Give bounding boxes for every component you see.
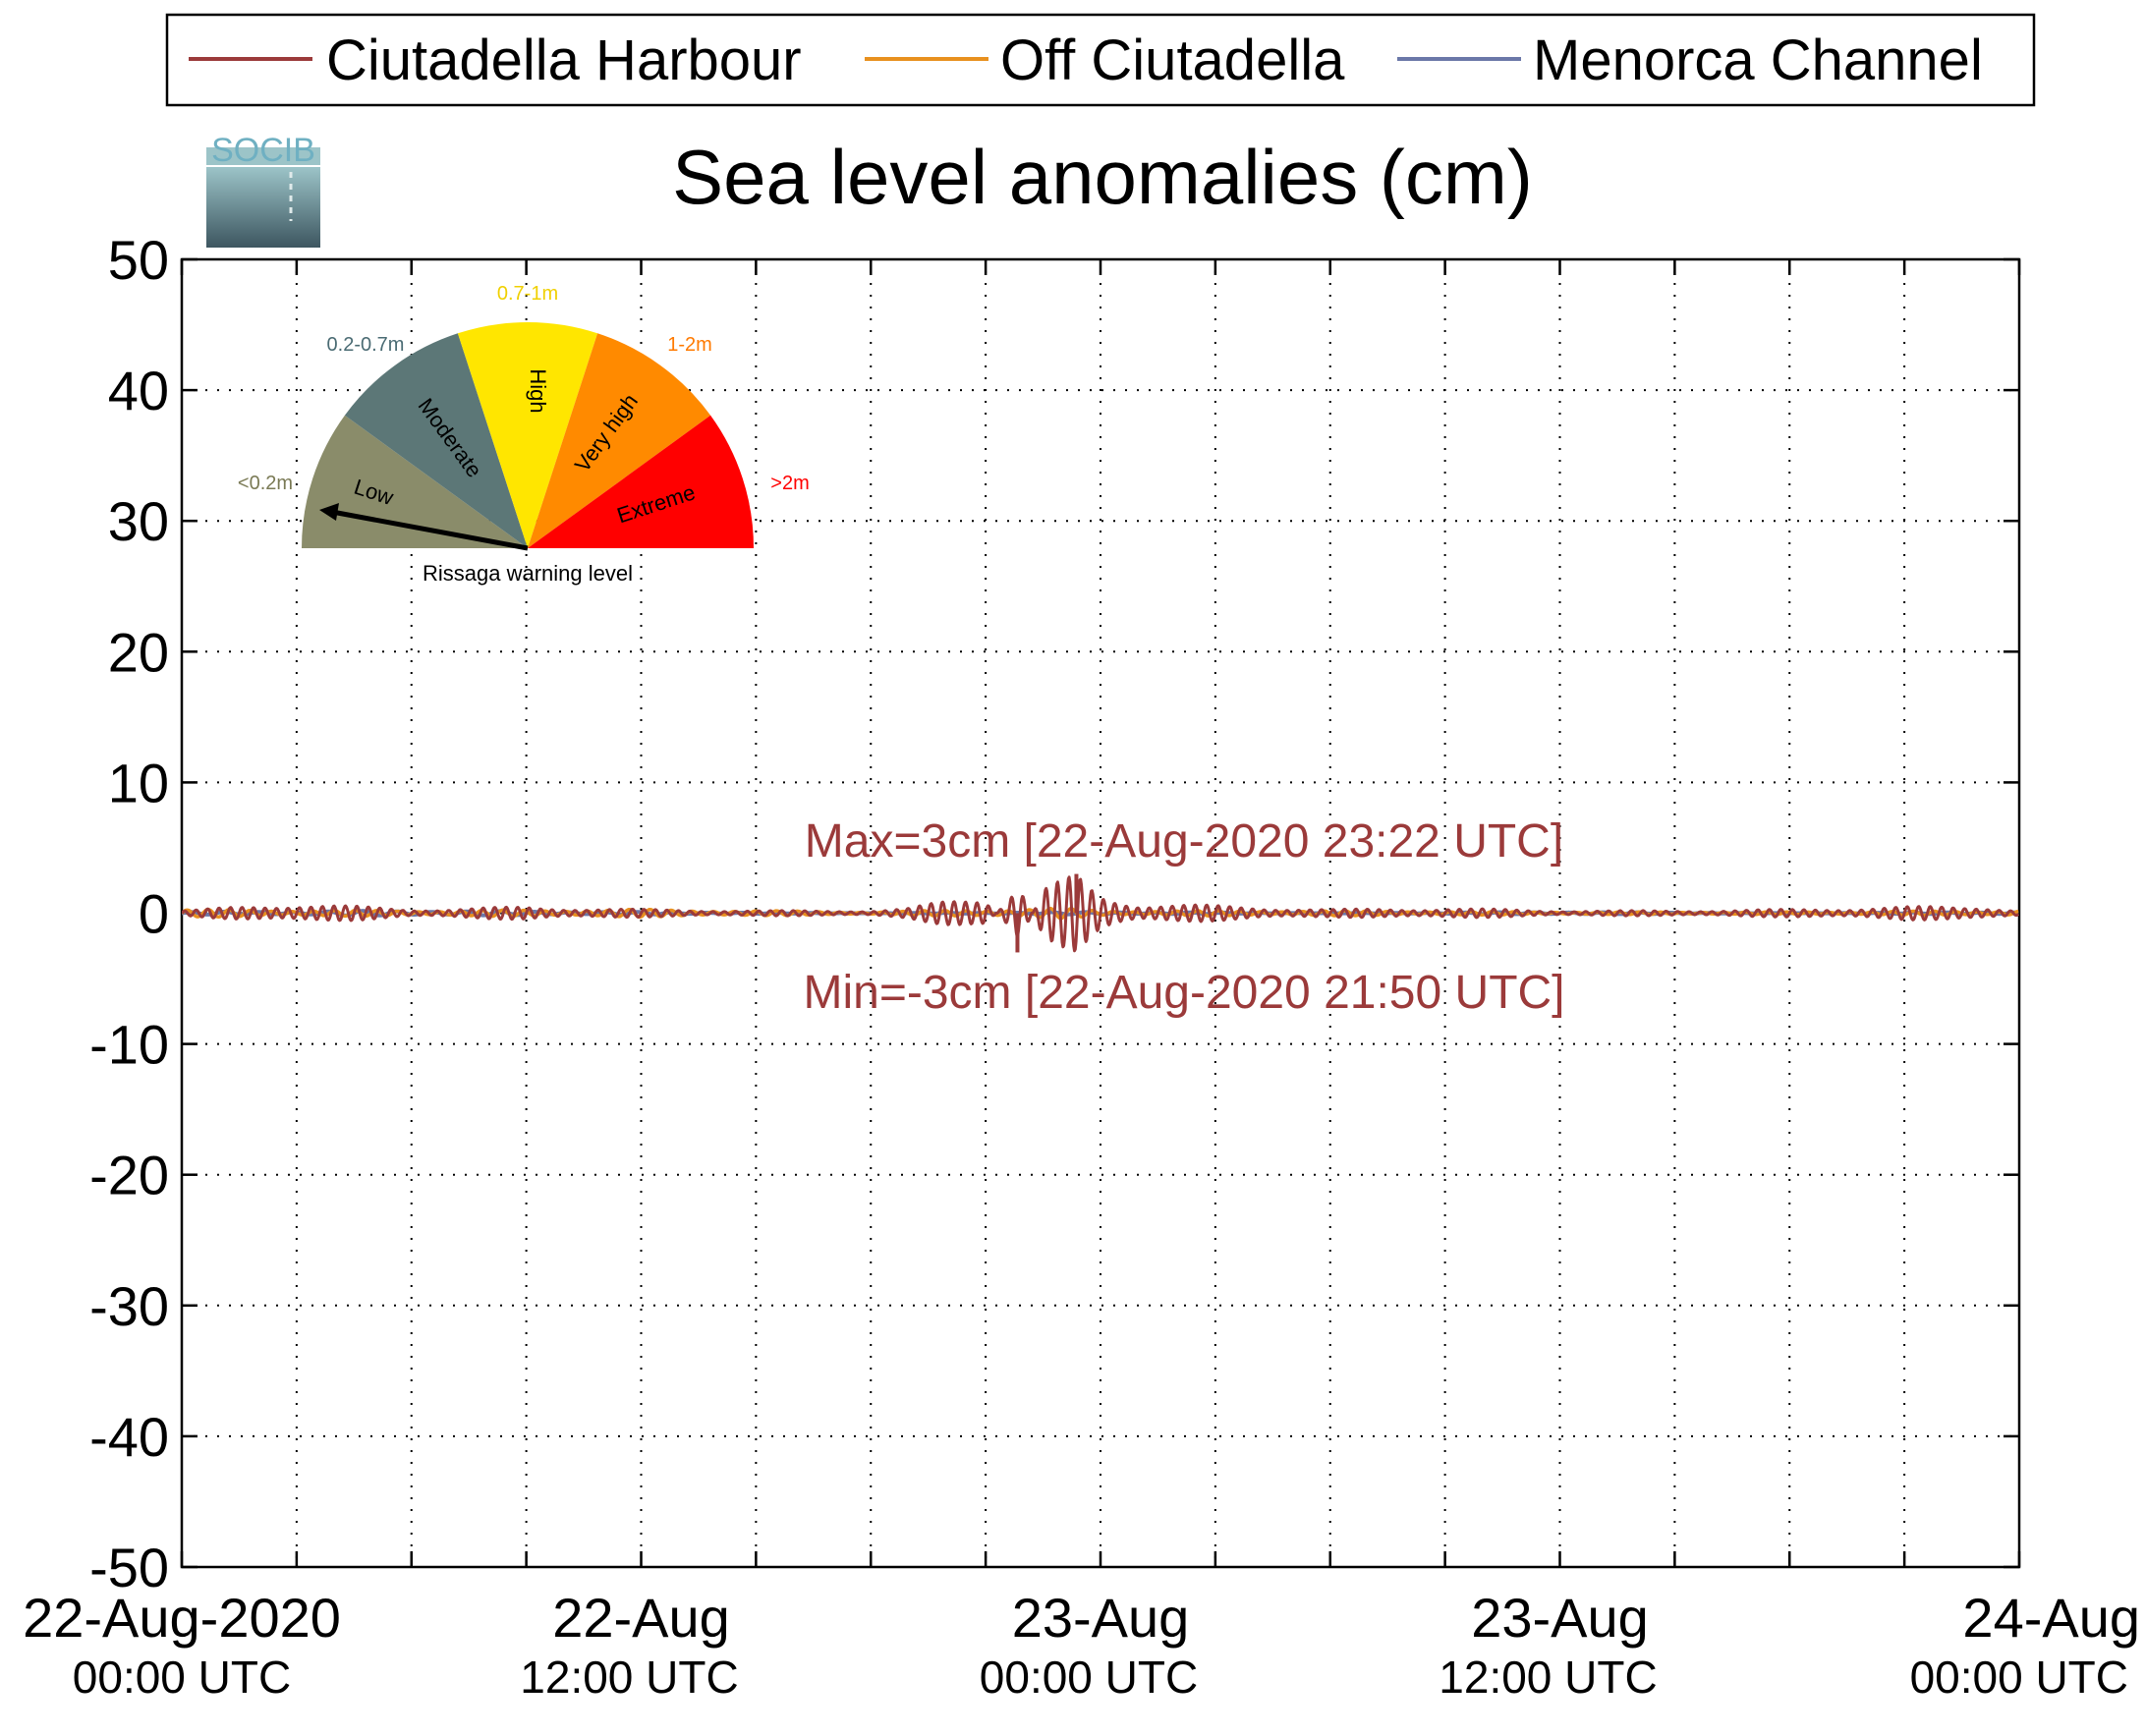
legend-label-ciutadella-harbour: Ciutadella Harbour: [326, 28, 802, 92]
gauge-sector-moderate: [344, 333, 528, 548]
axis-ticks: [180, 257, 2021, 1569]
gauge-sector-extreme: [528, 415, 754, 548]
socib-logo-text: SOCIB: [211, 132, 315, 169]
gauge-range-label-extreme: >2m: [770, 473, 809, 494]
gauge-sector-very-high: [528, 333, 711, 548]
y-tick-label: 30: [108, 490, 169, 552]
x-tick-label-time: 12:00 UTC: [1439, 1652, 1657, 1703]
socib-logo: SOCIB: [206, 132, 320, 248]
legend-box: [165, 13, 2036, 107]
data-series: [182, 873, 2019, 953]
annotation-max: Max=3cm [22-Aug-2020 23:22 UTC]: [805, 815, 1563, 868]
x-tick-label-time: 12:00 UTC: [520, 1652, 738, 1703]
y-tick-label: -30: [89, 1275, 169, 1337]
legend-label-menorca-channel: Menorca Channel: [1533, 28, 1983, 92]
y-tick-label: -40: [89, 1406, 169, 1468]
x-tick-label-date: 22-Aug-2020: [23, 1587, 341, 1649]
gauge-range-label-moderate: 0.2-0.7m: [327, 334, 405, 356]
y-tick-label: -50: [89, 1537, 169, 1598]
y-tick-label: 50: [108, 229, 169, 291]
x-tick-label-date: 22-Aug: [552, 1587, 730, 1649]
gauge-range-label-high: 0.7-1m: [497, 283, 558, 305]
y-tick-label: 40: [108, 360, 169, 421]
chart-title: Sea level anomalies (cm): [672, 134, 1533, 220]
socib-logo-block: [206, 167, 320, 248]
x-tick-label-date: 23-Aug: [1012, 1587, 1190, 1649]
y-tick-label: 0: [139, 883, 169, 945]
x-tick-label-date: 24-Aug: [1962, 1587, 2140, 1649]
gauge-range-label-low: <0.2m: [238, 473, 293, 494]
gauge-range-label-very-high: 1-2m: [667, 334, 712, 356]
y-tick-label: -20: [89, 1145, 169, 1206]
series-line-ciutadella-harbour: [182, 875, 2019, 953]
gauge-needle: [331, 509, 529, 551]
y-tick-label: 10: [108, 752, 169, 813]
y-axis-tick-labels: 50 40 30 20 10 0 -10 -20 -30 -40 -50: [89, 229, 169, 1598]
x-tick-label-time: 00:00 UTC: [1910, 1652, 2128, 1703]
y-tick-label: -10: [89, 1014, 169, 1076]
legend-label-off-ciutadella: Off Ciutadella: [1000, 28, 1345, 92]
gauge-needle-arrowhead: [319, 503, 339, 521]
gauge-segment-label-high: High: [526, 368, 550, 413]
y-tick-label: 20: [108, 621, 169, 683]
x-tick-label-time: 00:00 UTC: [73, 1652, 291, 1703]
legend: Ciutadella Harbour Off Ciutadella Menorc…: [165, 13, 2036, 107]
annotation-min: Min=-3cm [22-Aug-2020 21:50 UTC]: [803, 967, 1564, 1019]
gauge-sector-high: [457, 322, 598, 548]
x-tick-label-date: 23-Aug: [1471, 1587, 1649, 1649]
gauge-caption: Rissaga warning level: [423, 561, 633, 586]
rissaga-warning-gauge: Low Moderate High Very high Extreme <0.2…: [238, 283, 810, 586]
x-tick-label-time: 00:00 UTC: [980, 1652, 1198, 1703]
gauge-sectors: [302, 322, 754, 548]
